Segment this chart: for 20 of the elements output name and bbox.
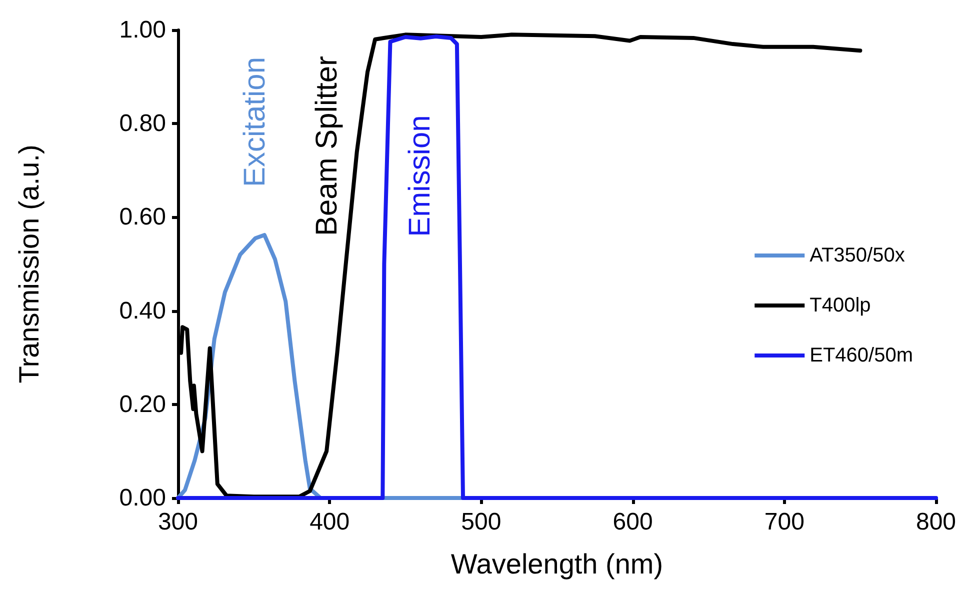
x-tick-label: 300 [158,508,198,536]
x-axis-title: Wavelength (nm) [450,548,664,580]
y-tick-label: 0.00 [119,484,166,512]
y-tick-label: 0.60 [119,204,166,231]
x-tick-label: 800 [916,508,956,536]
y-tick-label: 0.40 [119,297,166,324]
legend-label: ET460/50m [810,344,913,366]
y-tick-label: 0.80 [119,110,166,138]
annotation: Beam Splitter [310,56,344,236]
legend-label: T400lp [810,294,871,316]
x-tick-label: 700 [764,508,804,536]
x-tick-label: 400 [310,508,350,536]
legend-label: AT350/50x [810,244,905,266]
y-axis-title: Transmission (a.u.) [14,144,44,384]
x-tick-label: 500 [461,508,502,536]
annotation: Excitation [238,56,272,188]
x-tick-label: 600 [612,508,653,536]
y-tick-label: 0.20 [119,390,166,418]
y-tick-label: 1.00 [119,16,166,44]
annotation: Emission [404,115,436,237]
